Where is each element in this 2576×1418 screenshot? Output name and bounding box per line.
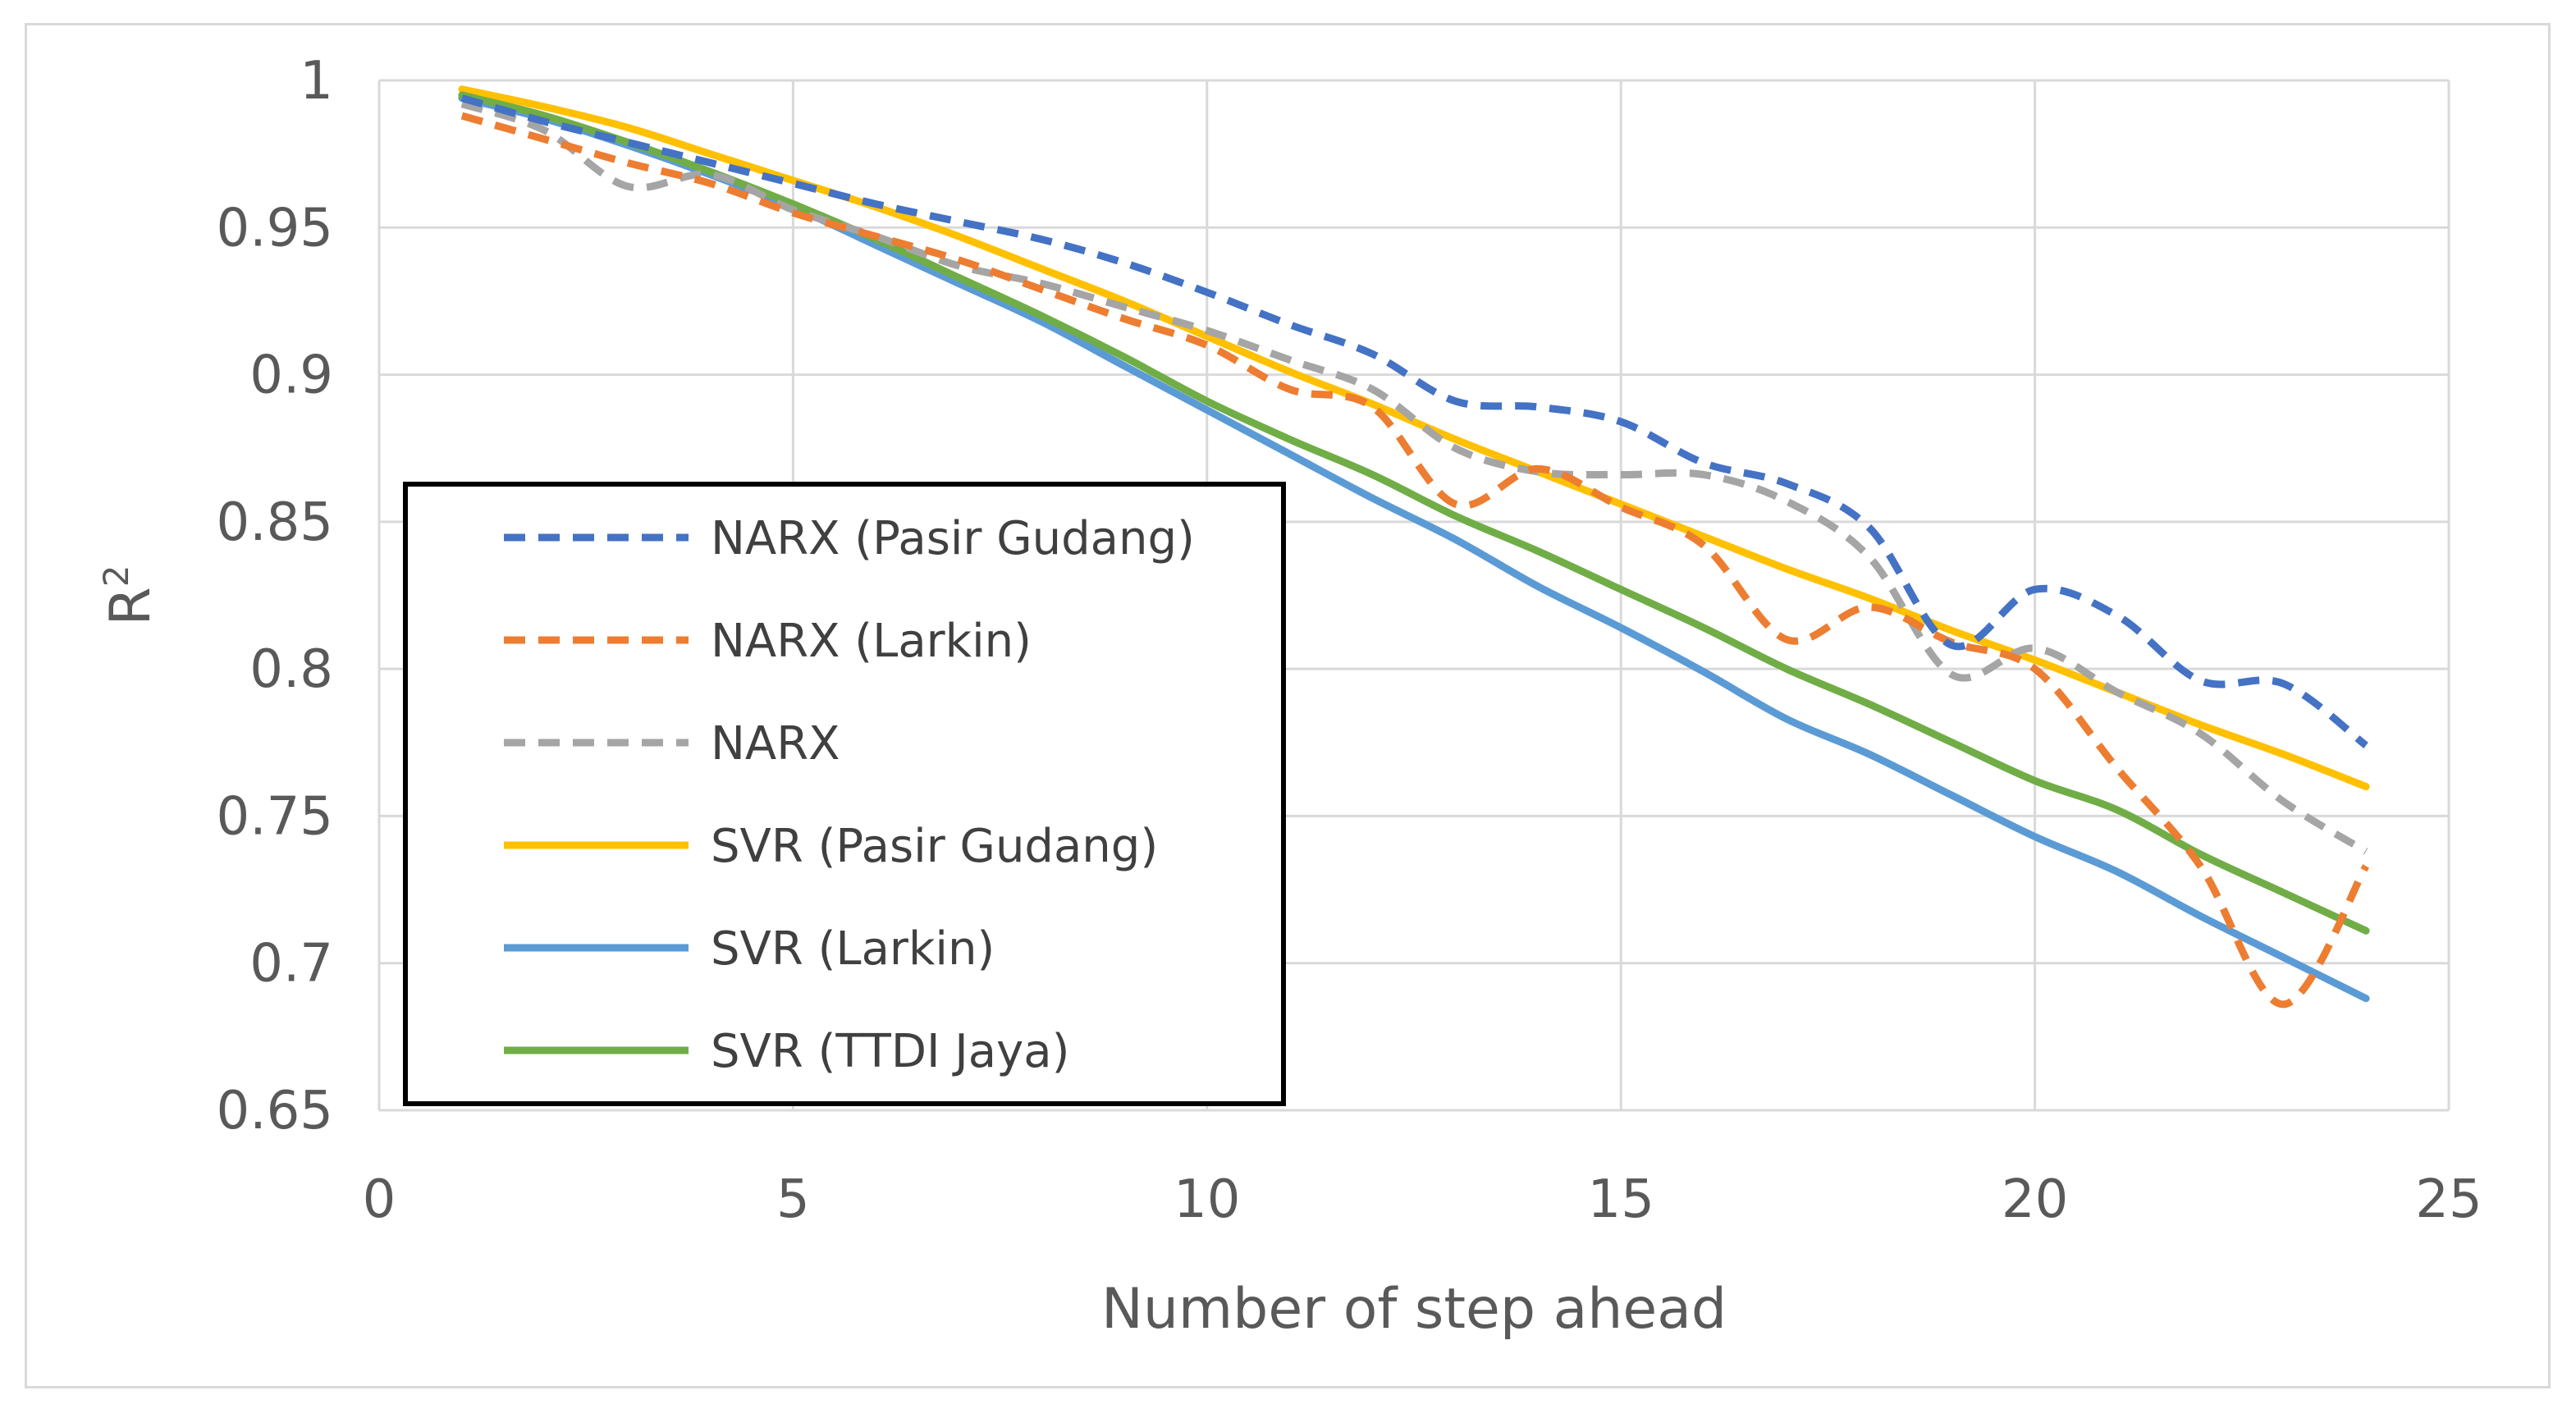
x-tick-label: 25 bbox=[2415, 1169, 2482, 1230]
series-group bbox=[458, 85, 2370, 1009]
x-tick-label: 5 bbox=[776, 1169, 810, 1230]
y-tick-label: 0.65 bbox=[217, 1081, 334, 1141]
legend-label-narx: NARX bbox=[711, 717, 840, 771]
legend-label-narx-larkin: NARX (Larkin) bbox=[711, 615, 1032, 668]
y-tick-label: 0.9 bbox=[249, 345, 333, 406]
y-tick-label: 0.85 bbox=[217, 492, 334, 553]
legend-label-svr-larkin: SVR (Larkin) bbox=[711, 922, 995, 976]
legend-box bbox=[403, 482, 1286, 1106]
series-line-narx-larkin bbox=[460, 112, 2370, 1009]
y-axis-label-superscript: 2 bbox=[96, 565, 136, 588]
x-tick-label: 20 bbox=[2002, 1169, 2068, 1230]
x-tick-label: 10 bbox=[1174, 1169, 1240, 1230]
legend-label-svr-ttdi-jaya: SVR (TTDI Jaya) bbox=[711, 1025, 1069, 1078]
x-tick-label: 0 bbox=[363, 1169, 396, 1230]
y-axis-label-base: R bbox=[98, 587, 163, 625]
legend: NARX (Pasir Gudang) NARX (Larkin) NARX SVR … bbox=[403, 482, 1286, 1106]
series-line-svr-ttdi-jaya bbox=[458, 91, 2370, 935]
legend-label-svr-pasir-gudang: SVR (Pasir Gudang) bbox=[711, 820, 1158, 873]
y-axis-label: R2 bbox=[96, 565, 163, 626]
series-line-svr-pasir-gudang bbox=[458, 85, 2370, 791]
y-tick-label: 0.8 bbox=[249, 639, 333, 700]
legend-label-narx-pasir-gudang: NARX (Pasir Gudang) bbox=[711, 512, 1195, 565]
y-tick-label: 0.75 bbox=[217, 786, 334, 847]
y-tick-label: 1 bbox=[300, 51, 333, 112]
x-tick-label: 15 bbox=[1587, 1169, 1654, 1230]
series-line-narx bbox=[460, 100, 2368, 855]
x-axis-label: Number of step ahead bbox=[1101, 1277, 1727, 1342]
y-tick-label: 0.95 bbox=[217, 198, 334, 258]
y-tick-label: 0.7 bbox=[249, 934, 333, 995]
